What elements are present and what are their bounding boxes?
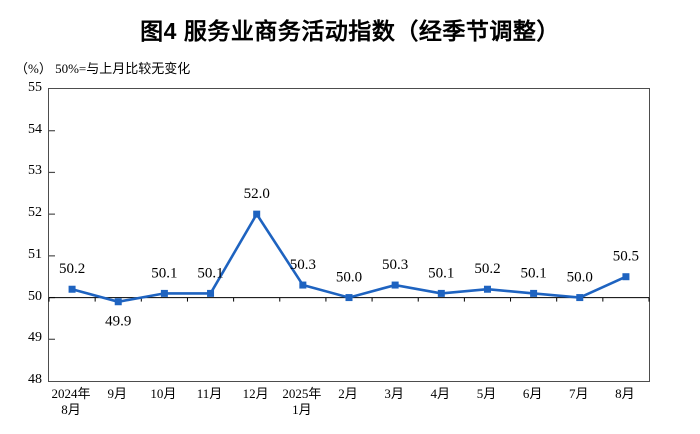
data-point-marker	[530, 289, 538, 297]
x-axis-label: 5月	[476, 386, 497, 401]
data-label: 50.2	[474, 261, 500, 277]
data-point-marker	[299, 281, 307, 289]
plot-area: 50.2 49.9 50.1 50.1 52.0 50.3 50.0 50.3 50.1 50.2…	[48, 88, 650, 382]
x-axis-label: 2024年 8月	[51, 386, 91, 417]
data-point-marker	[391, 281, 399, 289]
y-axis-label: 49	[28, 330, 42, 346]
data-label: 50.0	[567, 270, 593, 286]
x-axis-label: 11月	[196, 386, 223, 401]
series-line	[71, 211, 627, 304]
x-axis-label: 4月	[430, 386, 451, 401]
data-point-marker	[437, 289, 445, 297]
data-point-marker	[576, 294, 584, 302]
data-point-marker	[483, 285, 491, 293]
x-axis-label: 7月	[569, 386, 589, 401]
y-axis-label: 53	[28, 163, 42, 179]
data-label: 50.1	[151, 265, 177, 281]
data-label: 50.1	[428, 265, 454, 281]
y-axis-label: 50	[28, 288, 42, 304]
x-axis-label: 2月	[338, 386, 358, 401]
data-label: 50.3	[382, 257, 408, 273]
chart-title: 图4 服务业商务活动指数（经季节调整）	[140, 18, 560, 44]
x-axis-label: 8月	[615, 386, 635, 401]
x-axis-label: 12月	[242, 386, 269, 401]
data-label: 50.0	[336, 270, 362, 286]
x-axis-label: 9月	[107, 386, 127, 401]
axis-unit-note: （%） 50%=与上月比较无变化	[15, 61, 191, 76]
y-axis-label: 54	[28, 121, 42, 137]
data-label: 52.0	[244, 186, 270, 202]
data-label: 49.9	[105, 314, 131, 330]
y-axis-label: 48	[28, 372, 42, 387]
x-axis-label: 6月	[522, 386, 543, 401]
data-point-marker	[68, 285, 76, 293]
data-point-marker	[622, 273, 630, 281]
data-point-marker	[345, 294, 353, 302]
y-axis-label: 55	[28, 80, 42, 95]
data-point-marker	[207, 289, 215, 297]
y-axis-label: 52	[28, 205, 42, 221]
data-label: 50.1	[197, 265, 223, 281]
x-axis-label: 10月	[150, 386, 177, 401]
x-axis-label: 3月	[384, 386, 404, 401]
x-axis-label: 2025年 1月	[282, 386, 322, 417]
data-point-marker	[114, 298, 122, 306]
chart-canvas: 50.2 49.9 50.1 50.1 52.0 50.3 50.0 50.3 50.1 50.2…	[48, 130, 650, 340]
data-point-marker	[253, 210, 261, 218]
data-label: 50.2	[59, 261, 85, 277]
data-label: 50.5	[613, 249, 639, 265]
data-label: 50.3	[290, 257, 316, 273]
y-axis-label: 51	[28, 246, 42, 262]
data-label: 50.1	[520, 265, 546, 281]
data-point-marker	[160, 289, 168, 297]
